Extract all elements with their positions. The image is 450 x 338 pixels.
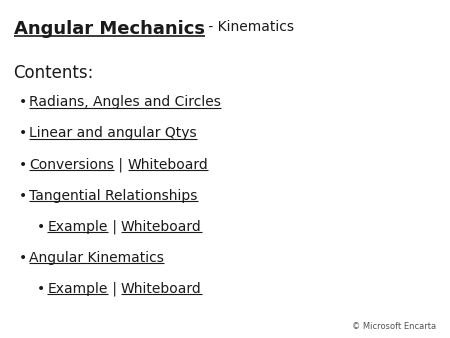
Text: Linear and angular Qtys: Linear and angular Qtys: [29, 126, 197, 140]
Text: •: •: [19, 126, 27, 140]
Text: |: |: [114, 158, 127, 172]
Text: Conversions: Conversions: [29, 158, 114, 171]
Text: •: •: [19, 251, 27, 265]
Text: © Microsoft Encarta: © Microsoft Encarta: [352, 322, 436, 331]
Text: Whiteboard: Whiteboard: [127, 158, 208, 171]
Text: Example: Example: [47, 220, 108, 234]
Text: Radians, Angles and Circles: Radians, Angles and Circles: [29, 95, 221, 109]
Text: - Kinematics: - Kinematics: [204, 20, 294, 34]
Text: Example: Example: [47, 282, 108, 296]
Text: •: •: [19, 158, 27, 171]
Text: Angular Mechanics: Angular Mechanics: [14, 20, 204, 38]
Text: Contents:: Contents:: [14, 64, 94, 82]
Text: Tangential Relationships: Tangential Relationships: [29, 189, 198, 202]
Text: Whiteboard: Whiteboard: [121, 282, 202, 296]
Text: Angular Kinematics: Angular Kinematics: [29, 251, 164, 265]
Text: |: |: [108, 220, 121, 234]
Text: |: |: [108, 282, 121, 296]
Text: •: •: [37, 282, 45, 296]
Text: •: •: [19, 189, 27, 202]
Text: •: •: [37, 220, 45, 234]
Text: Whiteboard: Whiteboard: [121, 220, 202, 234]
Text: •: •: [19, 95, 27, 109]
